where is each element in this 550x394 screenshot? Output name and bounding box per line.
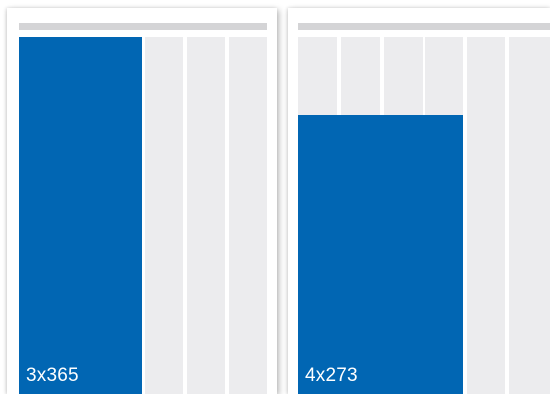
ad-block-label: 3x365 bbox=[26, 365, 79, 386]
ad-block-4x273: 4x273 bbox=[298, 115, 463, 394]
header-bar bbox=[19, 23, 267, 30]
column bbox=[509, 37, 550, 394]
newspaper-page-right: 4x273 bbox=[288, 8, 550, 394]
ad-block-label: 4x273 bbox=[305, 365, 358, 386]
ad-block-3x365: 3x365 bbox=[19, 37, 142, 394]
header-bar bbox=[298, 23, 550, 30]
column bbox=[187, 37, 225, 394]
newspaper-page-left: 3x365 bbox=[7, 8, 277, 394]
column bbox=[467, 37, 505, 394]
column bbox=[145, 37, 183, 394]
column bbox=[229, 37, 267, 394]
